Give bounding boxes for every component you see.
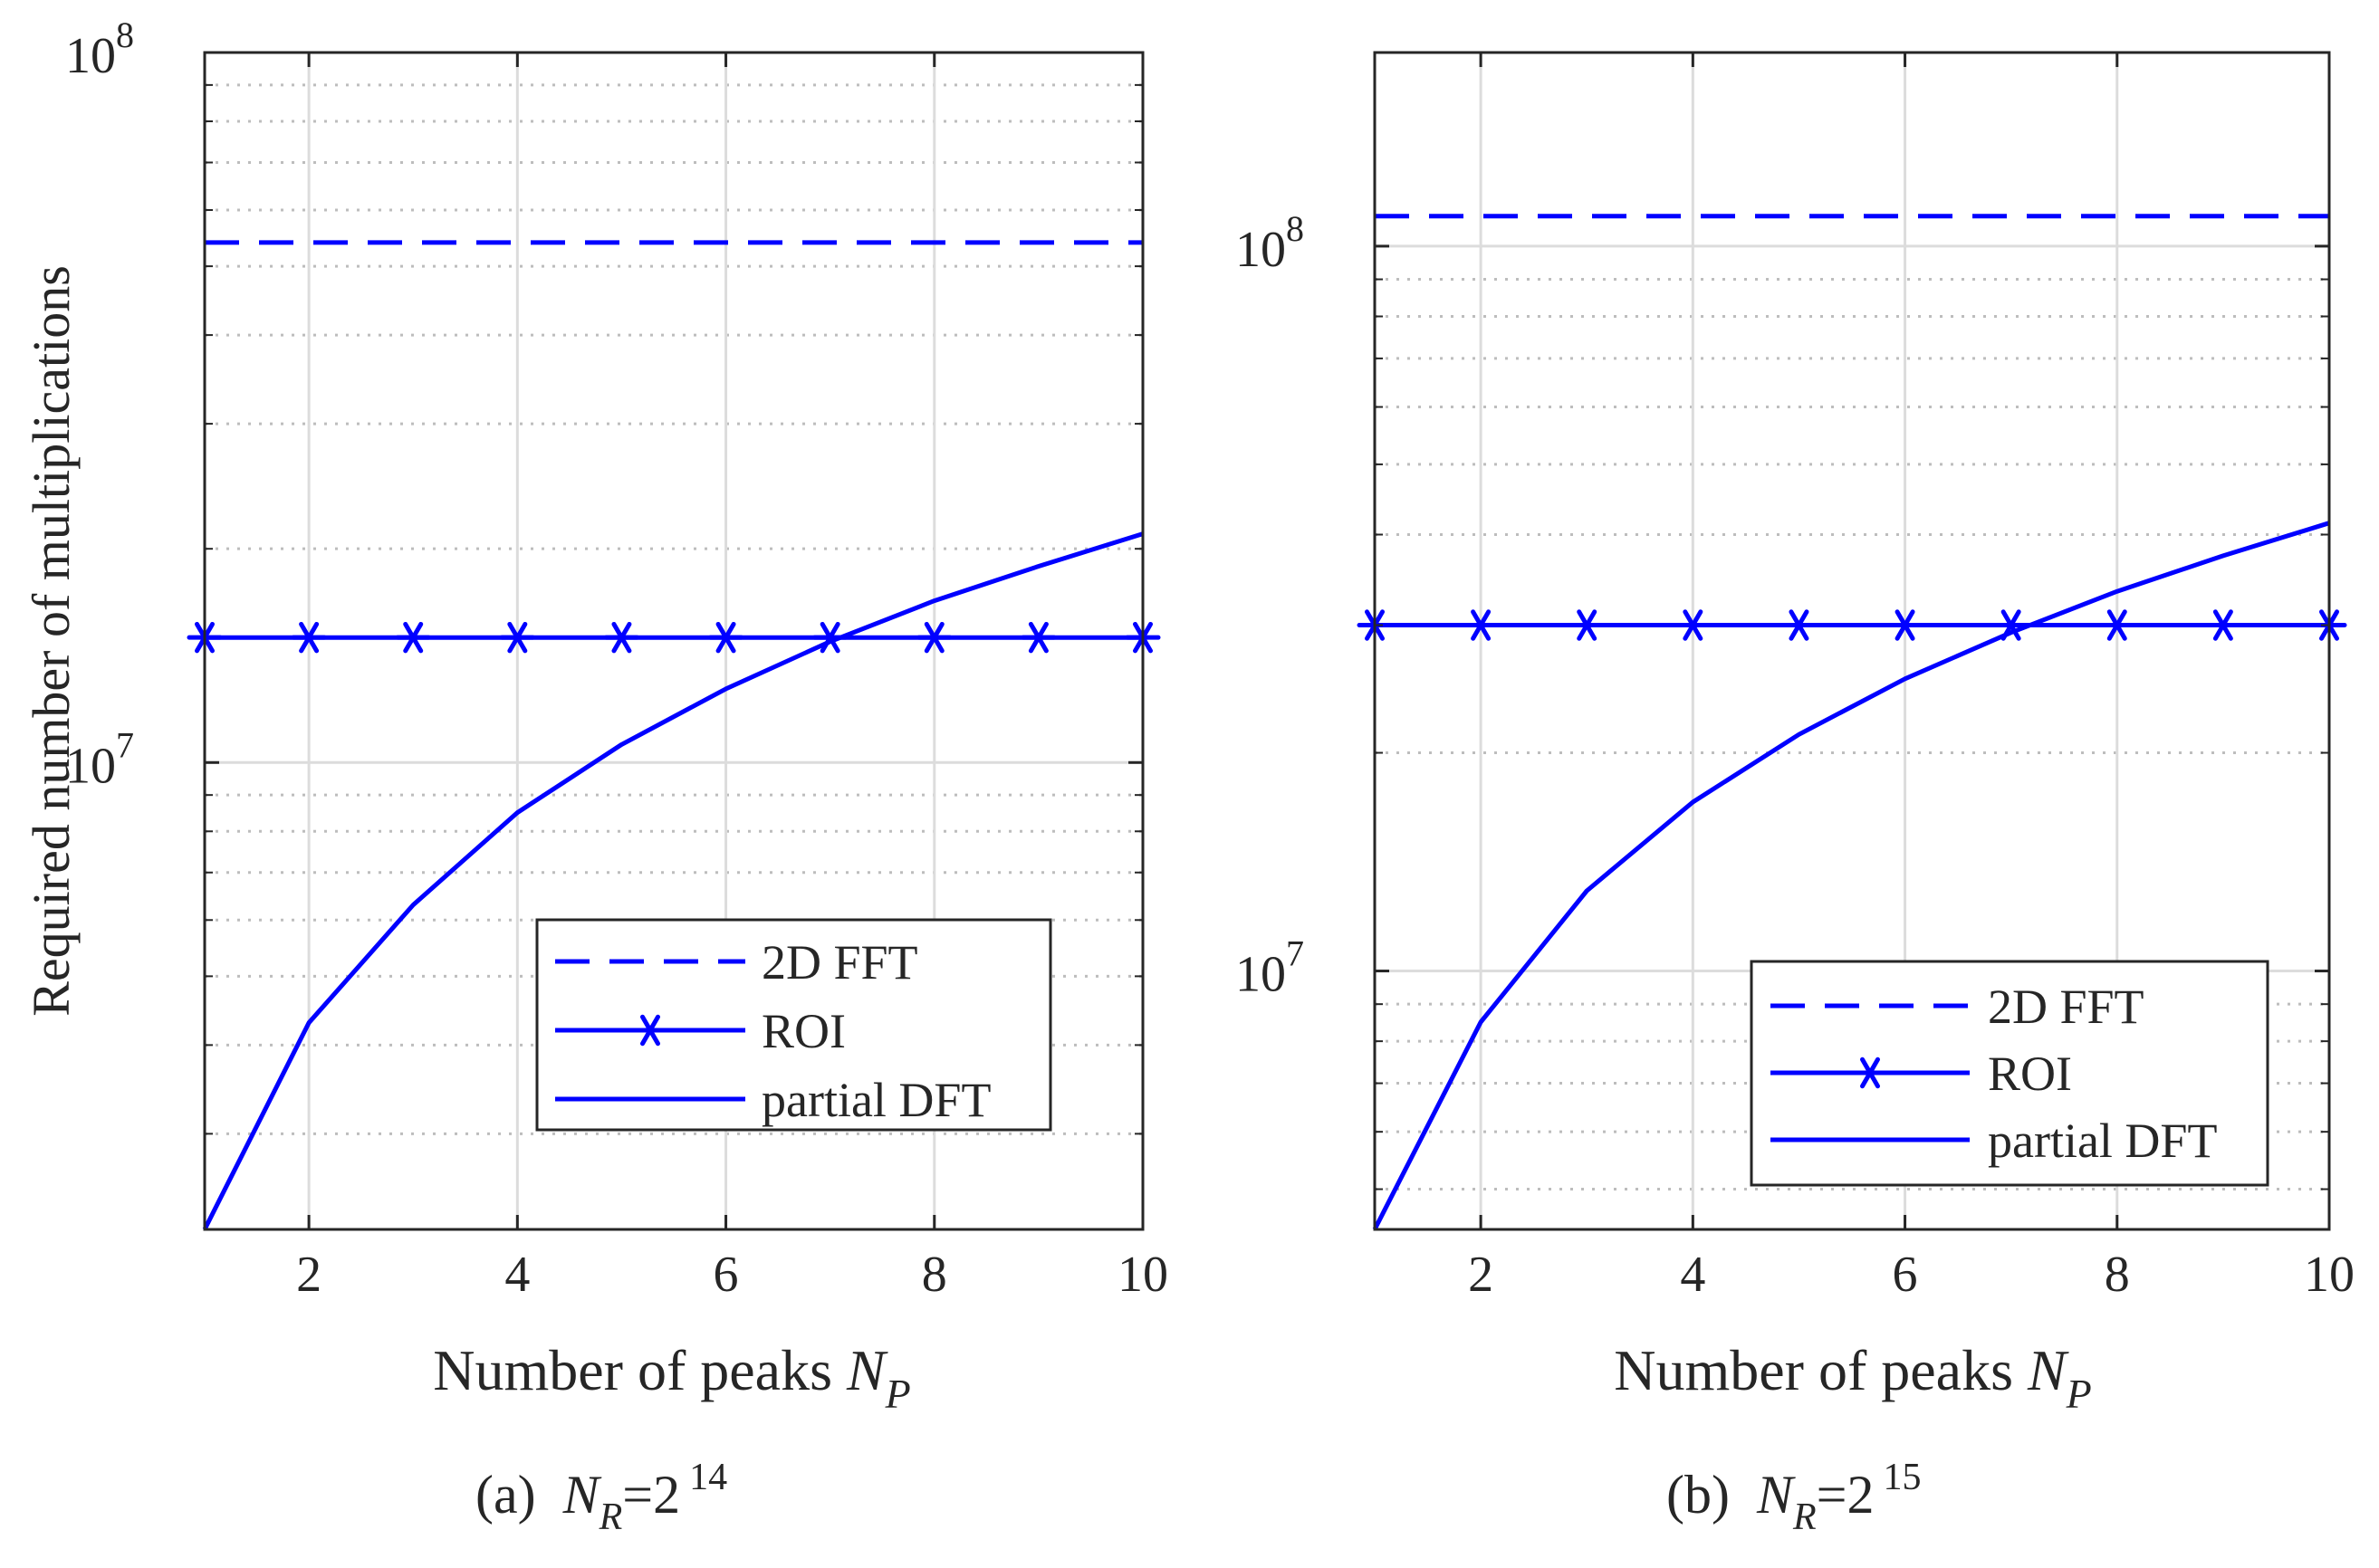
legend-partial-dft-label: partial DFT xyxy=(762,1073,991,1127)
roi-marker-glyph xyxy=(632,1014,668,1047)
x-tick-label: 8 xyxy=(2105,1247,2130,1303)
roi-marker xyxy=(2205,609,2241,641)
legend-roi-marker xyxy=(1852,1056,1888,1089)
x-tick-label: 6 xyxy=(1893,1247,1918,1303)
x-tick-label: 2 xyxy=(296,1247,321,1303)
panel-b-x-axis-label: Number of peaks NP xyxy=(1614,1338,2092,1417)
panel-a-ticks xyxy=(205,51,1145,1229)
roi-marker xyxy=(291,621,327,654)
panel-a-tick-labels: 107 108 2 4 6 8 10 xyxy=(65,14,1168,1303)
x-tick-label: 10 xyxy=(2304,1247,2355,1303)
panel-a-axes-box xyxy=(203,51,1145,1231)
panel-a-x-axis-label: Number of peaks NP xyxy=(433,1338,911,1417)
panel-b-axes-box xyxy=(1373,51,2331,1231)
roi-marker xyxy=(916,621,953,654)
legend-roi-marker xyxy=(632,1014,668,1047)
panel-b: 107 108 2 4 6 8 10 2D FFT ROI partial DFT Numb… xyxy=(1235,51,2355,1538)
panel-b-ticks xyxy=(1375,53,2331,1229)
y-tick-label: 108 xyxy=(1235,208,1304,278)
x-tick-label: 4 xyxy=(1680,1247,1705,1303)
legend-roi-label: ROI xyxy=(762,1004,846,1058)
x-tick-label: 2 xyxy=(1468,1247,1493,1303)
y-tick-label: 107 xyxy=(65,724,134,794)
panel-a-caption: (a) NR=2 14 xyxy=(475,1457,727,1538)
panel-a-series xyxy=(187,240,1161,1231)
panel-a-legend-box xyxy=(535,918,1052,1132)
roi-marker xyxy=(1021,621,1057,654)
roi-marker xyxy=(603,621,639,654)
series-line-partial-dft xyxy=(202,531,1144,1231)
roi-marker xyxy=(1780,609,1817,641)
panel-b-tick-labels: 107 108 2 4 6 8 10 xyxy=(1235,208,2355,1303)
legend-roi-label: ROI xyxy=(1988,1047,2072,1101)
legend-partial-dft-label: partial DFT xyxy=(1988,1114,2217,1168)
x-tick-label: 8 xyxy=(922,1247,947,1303)
panel-a: 107 108 2 4 6 8 10 2D FFT ROI partial DFT Numb… xyxy=(22,14,1168,1538)
roi-marker xyxy=(1674,609,1711,641)
y-tick-label: 108 xyxy=(65,14,134,84)
x-tick-label: 10 xyxy=(1118,1247,1168,1303)
y-tick-label: 107 xyxy=(1235,933,1304,1003)
legend-2d-fft-label: 2D FFT xyxy=(1988,980,2144,1034)
roi-marker xyxy=(499,621,535,654)
roi-marker xyxy=(395,621,431,654)
roi-marker-glyph xyxy=(1852,1056,1888,1089)
roi-marker xyxy=(1463,609,1499,641)
panel-b-caption: (b) NR=2 15 xyxy=(1666,1457,1922,1538)
x-tick-label: 4 xyxy=(504,1247,530,1303)
panel-a-legend: 2D FFT ROI partial DFT xyxy=(535,918,1052,1132)
roi-marker xyxy=(708,621,744,654)
roi-marker xyxy=(1568,609,1605,641)
x-tick-label: 6 xyxy=(714,1247,739,1303)
roi-marker xyxy=(1887,609,1923,641)
legend-2d-fft-label: 2D FFT xyxy=(762,935,918,990)
panel-b-legend: 2D FFT ROI partial DFT xyxy=(1750,960,2269,1187)
roi-marker xyxy=(2099,609,2135,641)
series-line-partial-dft xyxy=(1372,521,2330,1231)
panel-a-y-axis-label: Required number of multiplications xyxy=(22,265,81,1017)
